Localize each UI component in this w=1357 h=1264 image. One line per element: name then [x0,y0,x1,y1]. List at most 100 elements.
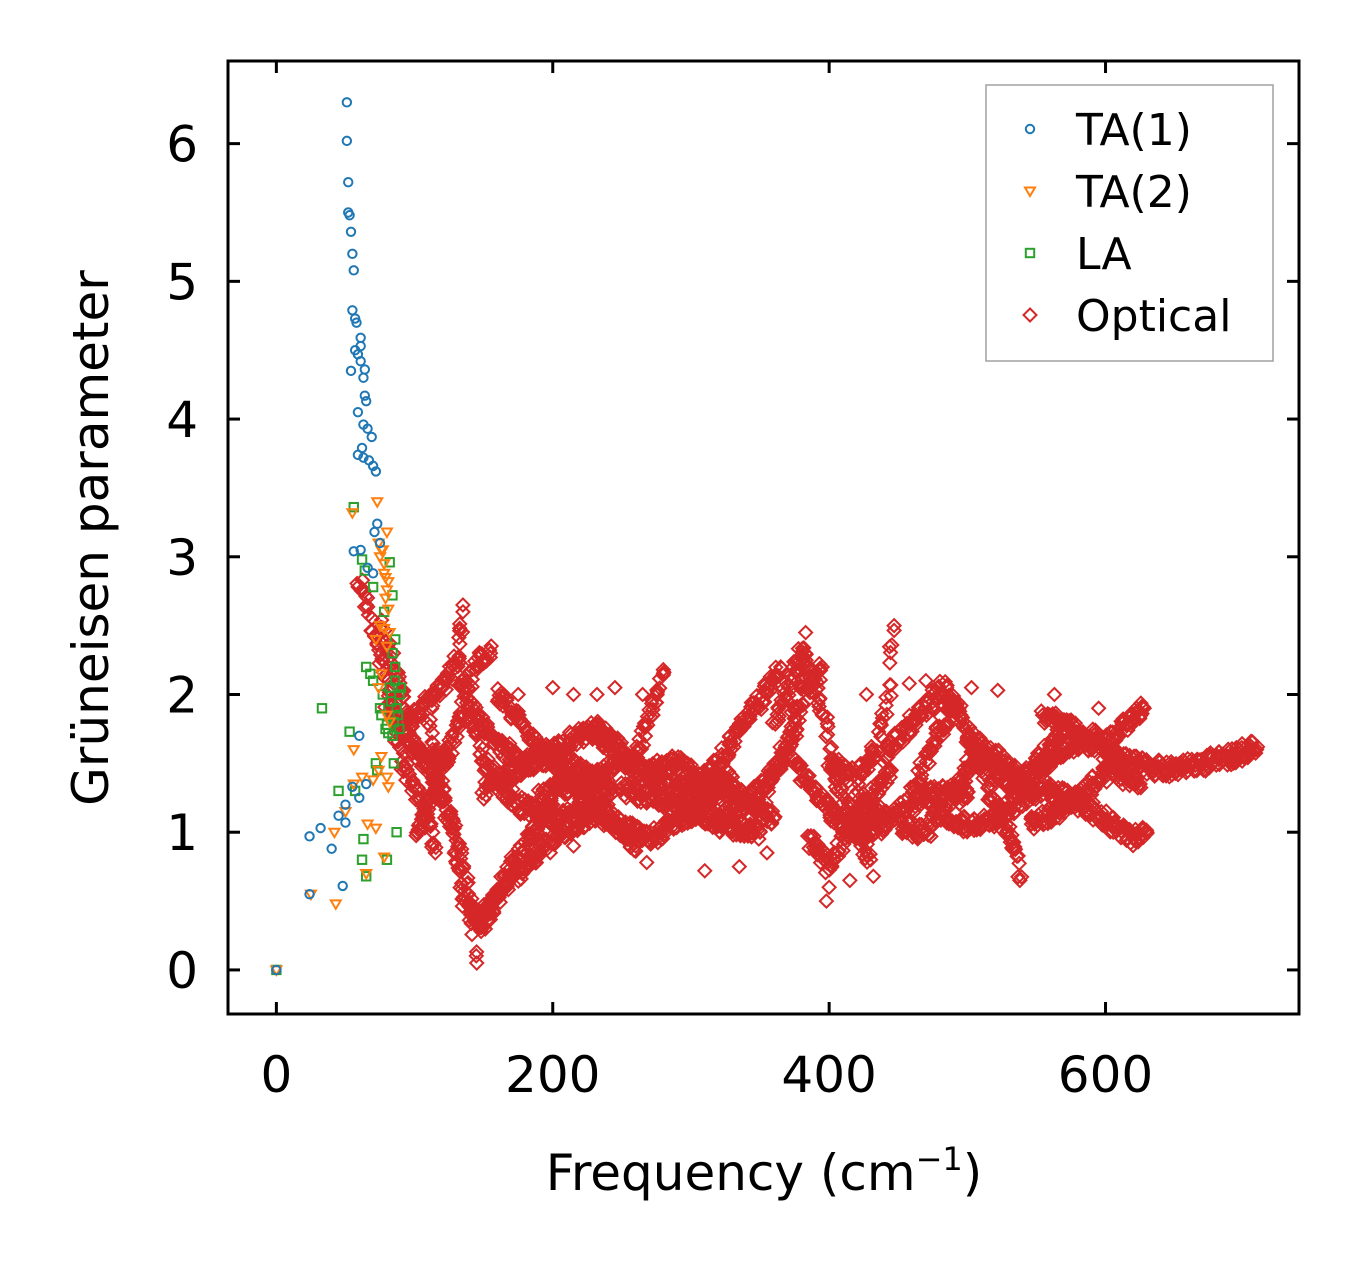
data-point [789,699,806,715]
data-point [862,846,879,862]
data-point [427,844,444,861]
data-point [449,728,465,745]
legend-label-la: LA [1076,229,1132,280]
data-point [512,766,529,783]
data-point [1013,869,1030,885]
data-point [764,670,781,687]
data-point [385,696,397,707]
data-point [451,622,468,639]
data-point [390,675,401,686]
data-point [434,773,451,789]
y-tick-label: 1 [166,804,198,862]
data-point [740,828,756,845]
data-point [883,687,899,704]
data-point [878,706,895,723]
legend: TA(1) TA(2) LA Optical [985,84,1274,362]
data-point [504,781,521,798]
legend-label-optical: Optical [1076,291,1231,342]
data-point [1132,695,1149,712]
x-axis-label-main: Frequency (cm [546,1144,916,1202]
data-point [362,423,373,434]
x-tick-label: 200 [505,1046,600,1104]
data-point [866,744,883,761]
data-point [883,637,900,653]
data-point [765,810,782,827]
data-point [468,947,485,964]
data-point [635,737,652,754]
y-tick-label: 3 [166,529,198,587]
data-point [381,577,396,589]
data-point [607,679,623,696]
data-point [1043,788,1060,805]
x-tick-label: 0 [260,1046,292,1104]
data-point [890,734,907,750]
data-point [348,502,359,513]
data-point [391,827,402,838]
data-point [724,736,741,753]
data-point [1132,776,1148,792]
data-point [374,650,390,667]
series-ta-1 [271,97,386,976]
series-la [271,502,406,976]
data-point [504,864,521,881]
data-point [1011,872,1028,889]
data-point [957,790,974,806]
data-point [886,617,903,634]
data-point [546,836,563,853]
data-point [786,663,803,680]
data-point [341,135,353,147]
legend-label-ta1: TA(1) [1075,105,1192,156]
data-point [451,860,468,876]
data-point [751,699,767,716]
data-point [859,846,876,863]
data-point [345,365,357,377]
data-point [727,733,743,750]
data-point [462,897,479,914]
data-point [358,833,369,845]
data-point [392,709,404,721]
data-point [435,788,452,804]
data-point [380,772,394,785]
data-point [380,641,394,654]
data-point [887,737,903,754]
data-point [372,646,389,663]
data-point [444,671,461,688]
legend-marker-optical [1022,307,1038,323]
data-point [799,659,816,676]
data-point [455,603,471,620]
data-point [455,597,471,613]
data-point [423,839,440,855]
data-point [443,728,460,745]
data-point [333,785,344,797]
data-point [1012,797,1029,814]
data-point [1004,835,1021,852]
data-point [1138,822,1155,839]
data-point [821,879,838,896]
data-point [344,726,355,737]
legend-markers [1022,123,1038,323]
x-tick-label: 600 [1058,1046,1153,1104]
data-point [814,659,831,675]
data-point [456,882,473,899]
data-point [617,775,634,792]
data-point [922,828,939,845]
data-point [865,868,882,885]
legend-label-ta2: TA(2) [1075,167,1192,218]
data-point [797,624,814,641]
data-point [479,716,496,732]
data-point [1098,774,1115,790]
data-point [437,792,453,809]
data-point [373,621,387,633]
data-point [497,877,514,893]
data-point [875,754,892,771]
data-point [344,210,355,221]
data-point [1136,700,1153,717]
data-point [304,888,315,900]
data-point [460,681,477,698]
x-axis-label-superscript: −1 [916,1140,963,1178]
data-point [354,792,365,803]
data-point [359,590,376,606]
data-point [371,683,386,695]
data-point [399,761,416,778]
data-point [917,672,934,689]
